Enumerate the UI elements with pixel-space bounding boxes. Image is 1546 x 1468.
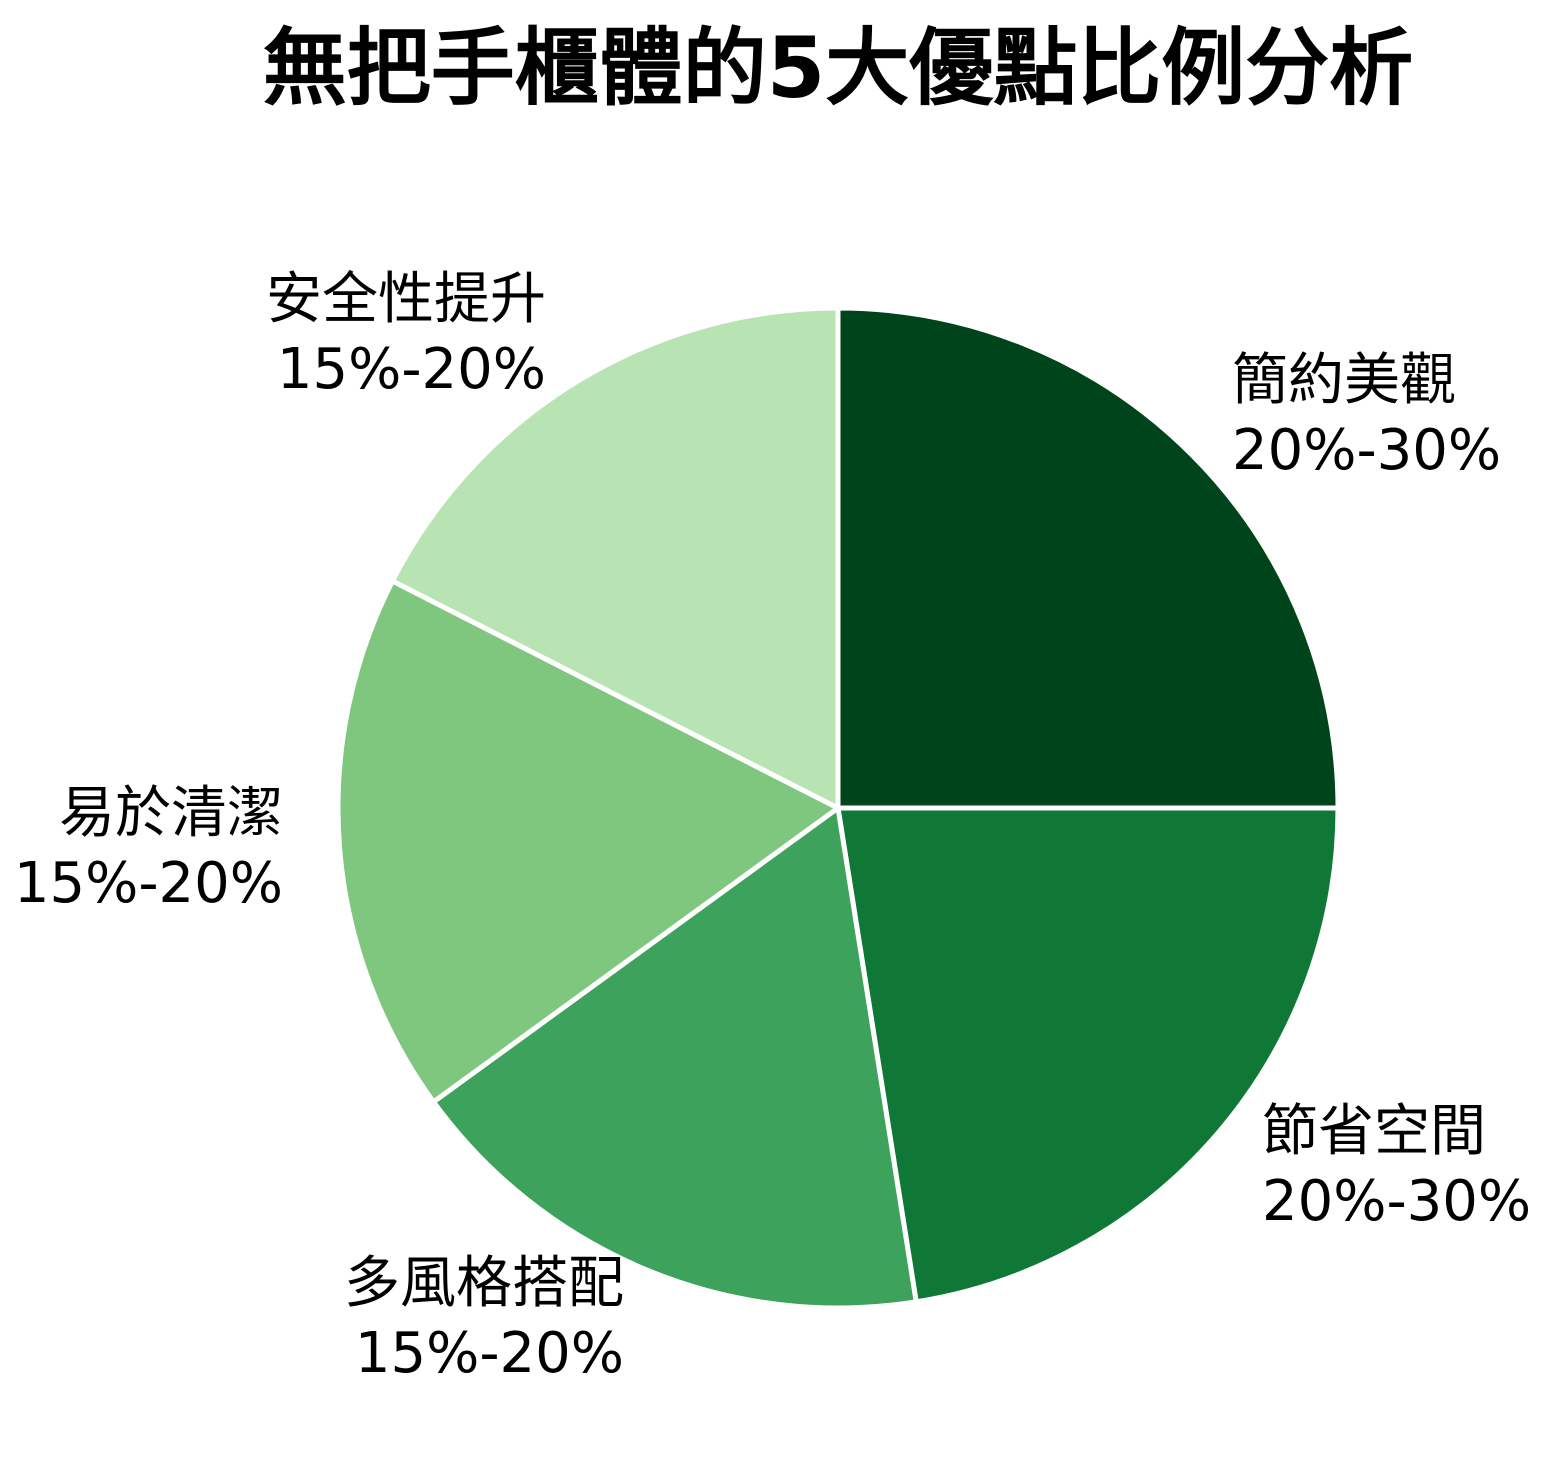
- slice-label: 節省空間: [1262, 1099, 1486, 1164]
- pie-slice: [835, 305, 1341, 811]
- chart-title: 無把手櫃體的5大優點比例分析: [263, 19, 1413, 117]
- slice-range-label: 15%-20%: [355, 1321, 624, 1386]
- slice-range-label: 20%-30%: [1262, 1169, 1531, 1234]
- pie-labels: 簡約美觀20%-30%節省空間20%-30%多風格搭配15%-20%易於清潔15…: [14, 267, 1531, 1386]
- slice-range-label: 15%-20%: [277, 337, 546, 402]
- pie-slice: [835, 805, 1341, 1305]
- pie-slices: [335, 305, 1341, 1311]
- slice-label: 多風格搭配: [344, 1251, 624, 1316]
- slice-label: 易於清潔: [59, 781, 283, 846]
- slice-range-label: 15%-20%: [14, 851, 283, 916]
- slice-label: 簡約美觀: [1232, 348, 1456, 413]
- pie-slice: [389, 305, 841, 813]
- pie-slice: [429, 803, 920, 1311]
- pie-slice: [335, 577, 843, 1106]
- slice-label: 安全性提升: [266, 267, 546, 332]
- slice-range-label: 20%-30%: [1232, 418, 1501, 483]
